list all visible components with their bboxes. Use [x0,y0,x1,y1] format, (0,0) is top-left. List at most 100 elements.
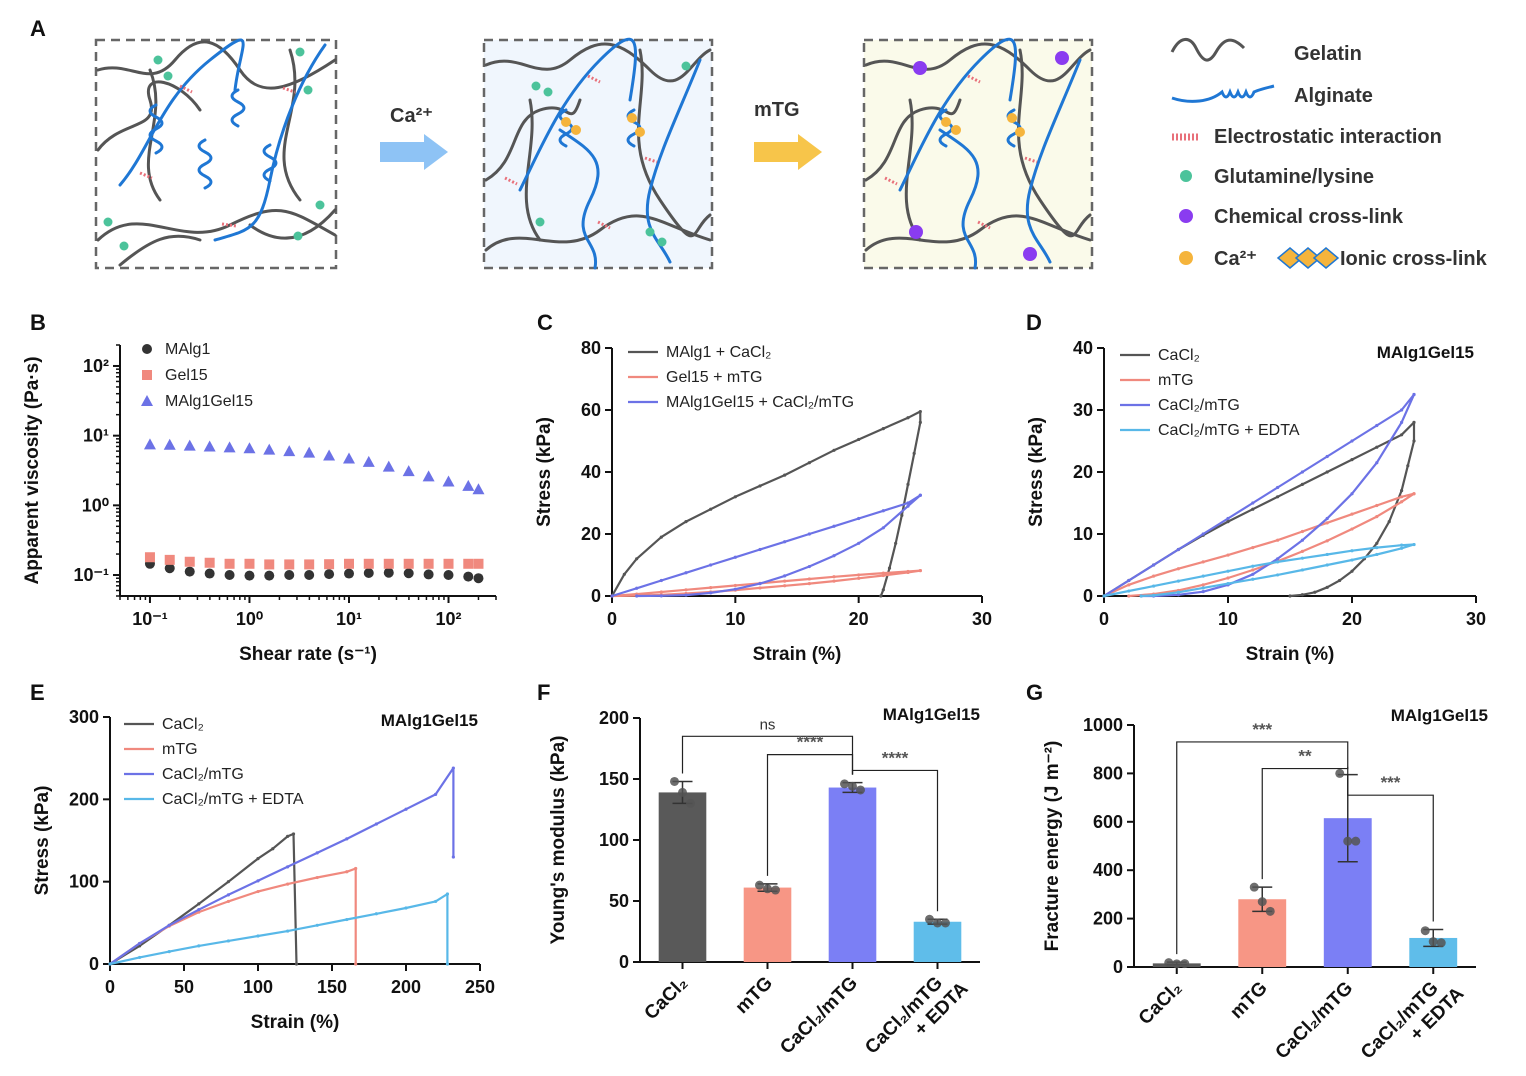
legend-label-b-0: MAlg1 [165,341,210,358]
data-point-d-1 [1201,583,1205,587]
chart-d-cyclic-compression: 0 10 20 30 40 0 10 20 30 Strain (%) Stress (kPa) MA… [1026,338,1486,665]
data-point-b-1 [164,554,175,565]
data-point-c-2 [881,509,885,513]
data-point-c-2 [659,594,663,598]
data-point-d-2 [1325,454,1329,459]
data-point-d-1 [1325,539,1329,543]
y-tick-label-f: 0 [619,952,629,972]
data-point-d-0 [1406,464,1410,468]
replicate-point-f-1 [755,880,764,890]
replicate-point-g-0 [1180,959,1190,969]
data-point-d-3 [1325,552,1329,557]
data-point-d-0 [1400,433,1404,437]
replicate-point-f-3 [933,918,942,928]
y-tick-label-c: 80 [581,338,601,358]
replicate-point-f-0 [670,776,679,786]
series-line-c-1 [611,569,922,598]
data-point-d-3 [1201,586,1205,590]
legend-label-d-1: mTG [1158,372,1194,389]
data-point-b-0 [473,573,484,584]
data-point-c-0 [857,437,861,442]
x-tick-label-e: 200 [391,977,421,997]
data-point-e-2 [286,865,290,869]
significance-label-f-2: **** [882,748,909,767]
series-line-c-0 [611,410,922,597]
data-point-c-2 [906,504,910,508]
data-point-c-1 [881,571,885,575]
replicate-point-f-3 [941,918,950,928]
data-point-d-2 [1325,516,1329,521]
data-point-b-1 [284,559,295,570]
series-line-e-2 [109,766,455,965]
data-point-e-3 [434,899,438,904]
data-point-d-1 [1251,568,1255,572]
data-point-e-2 [315,851,319,855]
significance-label-g-0: *** [1252,720,1272,739]
y-tick-label-b: 10² [83,356,109,376]
data-point-d-3 [1400,546,1404,550]
legend-glutamine: Glutamine/lysine [1214,166,1374,188]
data-point-d-0 [1412,439,1416,443]
data-point-e-0 [197,902,201,906]
series-line-d-3 [1103,543,1416,598]
data-point-d-3 [1412,542,1416,547]
data-point-c-2 [832,524,836,528]
data-point-c-2 [684,571,688,575]
data-point-d-2 [1300,538,1304,542]
data-point-d-2 [1226,516,1230,521]
x-tick-label-c: 0 [607,609,617,629]
replicate-point-g-3 [1436,938,1446,948]
series-line-c-2 [611,494,922,598]
data-point-d-0 [1412,420,1416,424]
chart-e-tensile: 0 100 200 300 0 50 100 150 200 250 Strain (%) Stres… [32,707,495,1033]
ionic-crosslink-icon [1276,247,1340,269]
data-point-e-1 [256,889,260,894]
category-label-g-2: CaCl₂/mTG [1272,978,1358,1064]
y-axis-title-e: Stress (kPa) [32,786,53,896]
gelatin-chain-icon [1170,38,1246,62]
data-point-c-1 [758,586,762,590]
data-point-d-1 [1127,594,1131,598]
data-point-d-2 [1412,392,1416,397]
data-point-b-0 [363,567,374,578]
data-point-c-0 [635,557,639,561]
data-point-b-0 [164,563,175,574]
schematic-network-1 [94,38,338,270]
data-point-b-1 [264,559,275,570]
data-point-e-3 [167,950,171,954]
chart-g-fracture-energy: 0 200 400 600 800 1000 Fracture energy (J m⁻²)… [1042,706,1488,1064]
data-point-c-1 [918,568,922,573]
data-point-b-2 [382,460,395,472]
data-point-e-3 [404,906,408,910]
data-point-b-0 [204,568,215,579]
data-point-d-0 [1375,445,1379,449]
data-point-d-0 [1400,489,1404,493]
data-point-b-1 [224,558,235,569]
data-point-c-2 [758,547,762,552]
x-axis-title-e: Strain (%) [251,1012,340,1033]
data-point-d-0 [1338,578,1342,583]
y-tick-label-g: 0 [1113,957,1123,977]
x-tick-label-e: 0 [105,977,115,997]
data-point-c-0 [832,448,836,452]
chart-title-g: MAlg1Gel15 [1391,706,1488,725]
data-point-d-2 [1350,492,1354,496]
data-point-c-0 [622,572,626,576]
y-axis-title-f: Young's modulus (kPa) [548,736,569,945]
replicate-point-f-3 [925,914,934,924]
y-axis-title-b: Apparent viscosity (Pa·s) [22,356,43,584]
data-point-c-2 [635,586,639,590]
significance-label-g-1: ** [1298,747,1312,766]
y-tick-label-b: 10⁰ [82,495,109,515]
data-point-d-3 [1176,590,1180,594]
data-point-d-2 [1251,501,1255,505]
data-point-d-1 [1226,576,1230,580]
data-point-c-2 [684,593,688,597]
category-label-g-0: CaCl₂ [1135,978,1186,1029]
data-point-c-0 [881,427,885,431]
data-point-d-2 [1201,590,1205,594]
y-tick-label-f: 200 [599,708,629,728]
data-point-c-2 [659,578,663,583]
data-point-c-2 [709,591,713,595]
legend-label-d-0: CaCl₂ [1158,347,1200,364]
